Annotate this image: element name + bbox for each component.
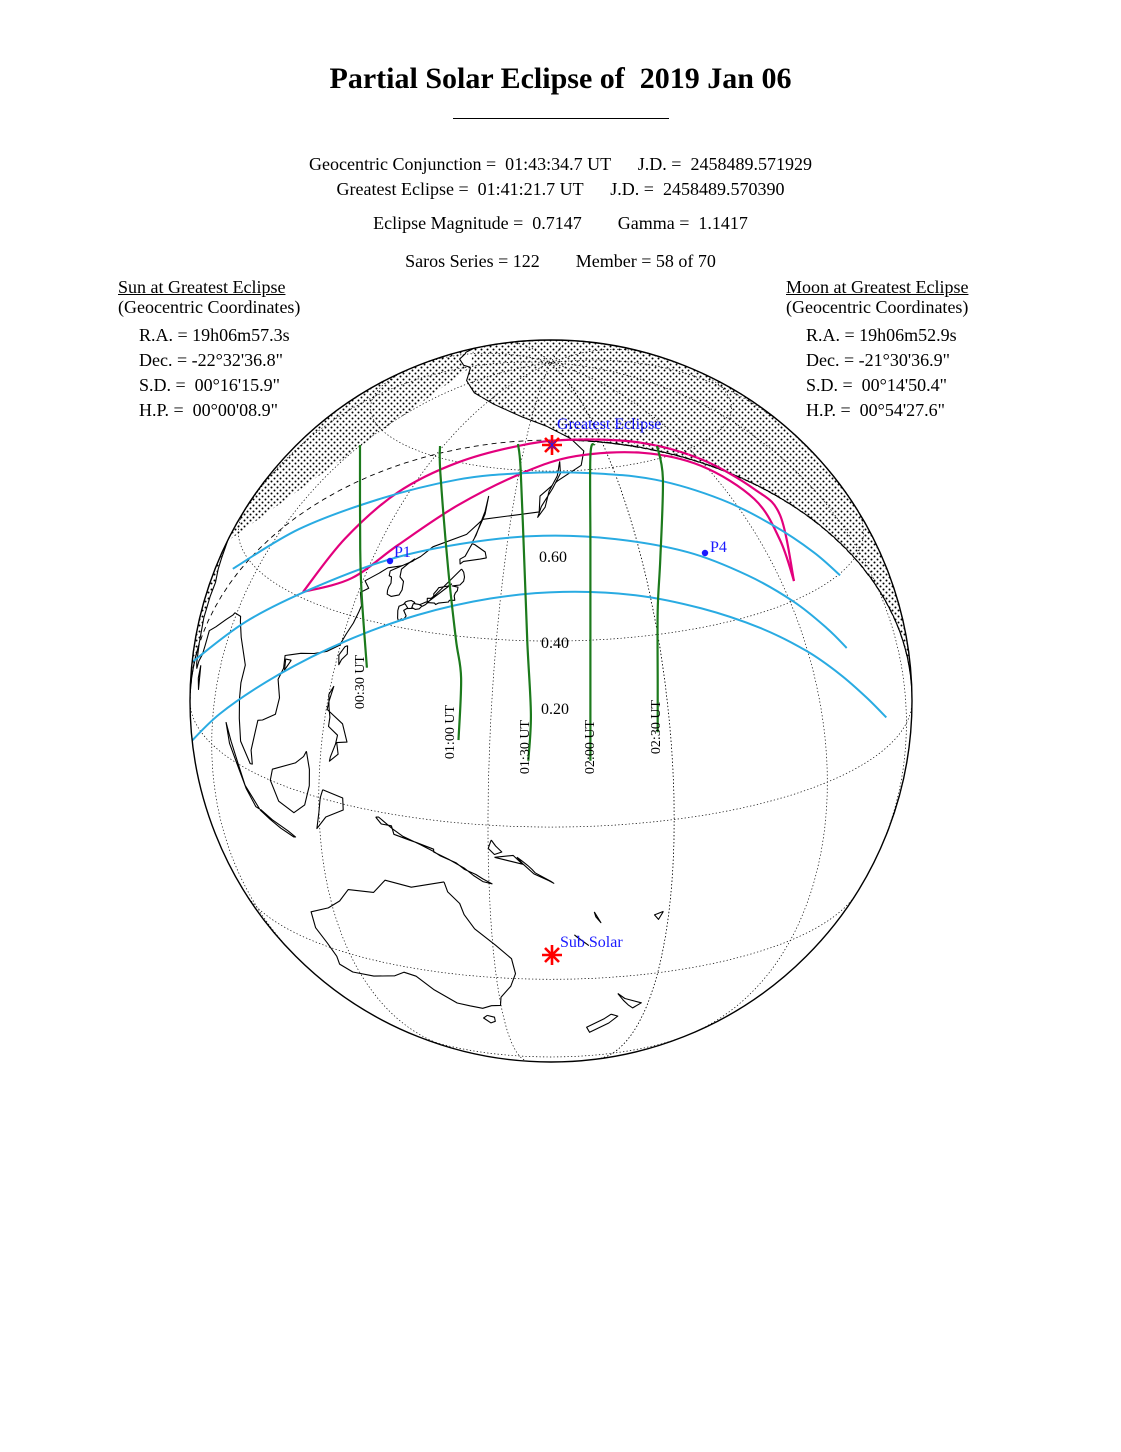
svg-text:01:00 UT: 01:00 UT [443, 705, 458, 760]
svg-text:0.60: 0.60 [539, 549, 567, 566]
svg-text:00:30 UT: 00:30 UT [353, 655, 368, 710]
svg-text:02:00 UT: 02:00 UT [583, 720, 598, 775]
svg-text:02:30 UT: 02:30 UT [649, 700, 664, 755]
svg-text:01:30 UT: 01:30 UT [518, 720, 533, 775]
svg-text:0.40: 0.40 [541, 635, 569, 652]
svg-text:0.20: 0.20 [541, 701, 569, 718]
